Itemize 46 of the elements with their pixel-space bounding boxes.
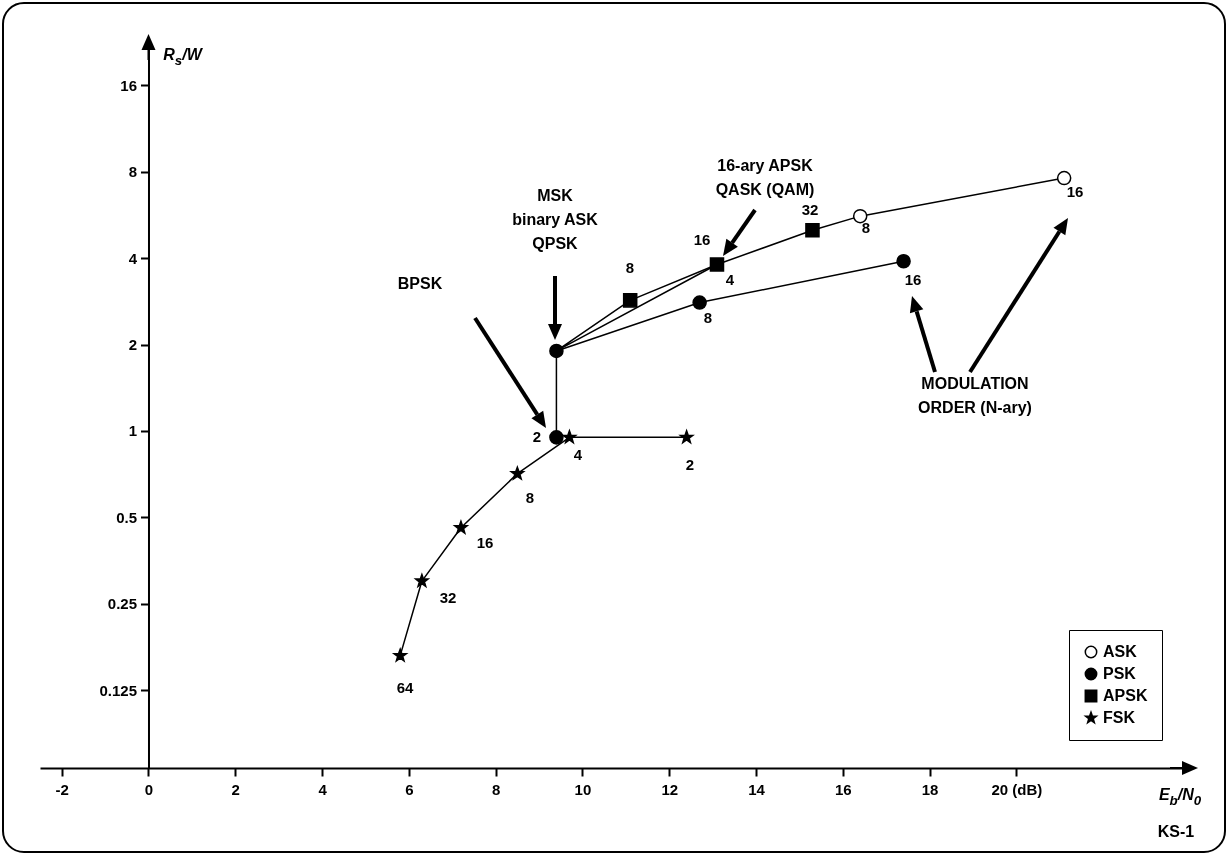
x-tick-label: 12	[661, 780, 679, 798]
y-tick-label: 8	[128, 163, 137, 181]
annotation: 8	[525, 488, 535, 508]
annotation: 8	[625, 258, 635, 278]
x-tick-label: 20 (dB)	[991, 780, 1043, 798]
annotation: MODULATION ORDER (N-ary)	[918, 374, 1032, 418]
text: KS-1	[1157, 822, 1195, 842]
y-tick-label: 4	[128, 249, 138, 267]
x-tick-label: 16	[834, 780, 852, 798]
annotation: 2	[685, 455, 695, 475]
x-tick-label: 14	[748, 780, 766, 798]
x-tick-label: -2	[55, 780, 69, 798]
x-tick-label: 8	[491, 780, 501, 798]
y-tick-label: 0.5	[116, 508, 137, 526]
legend-label: PSK	[1103, 665, 1137, 682]
y-tick-label: 16	[120, 76, 137, 94]
annotation: 32	[439, 588, 457, 608]
annotation: 16-ary APSK QASK (QAM)	[715, 156, 815, 200]
y-tick-label: 1	[128, 422, 137, 440]
x-tick-label: 6	[405, 780, 414, 798]
y-tick-label: 0.25	[107, 595, 137, 613]
legend-label: FSK	[1103, 709, 1136, 726]
annotation: 16	[904, 270, 922, 290]
x-tick-label: 2	[231, 780, 240, 798]
y-tick-label: 0.125	[99, 681, 137, 699]
annotation: 32	[801, 200, 819, 220]
x-tick-label: 4	[318, 780, 328, 798]
annotation: BPSK	[397, 274, 443, 294]
annotation: MSK binary ASK QPSK	[512, 186, 598, 254]
legend-label: APSK	[1103, 687, 1148, 704]
annotation: 16	[476, 533, 494, 553]
x-tick-label: 18	[921, 780, 939, 798]
annotation: 8	[703, 308, 713, 328]
annotation: 16	[693, 230, 711, 250]
y-axis-title: R$_{s}$/W	[163, 45, 202, 70]
x-tick-label: 0	[144, 780, 154, 798]
x-axis-title: E$_{b}$/N$_{0}$	[1158, 785, 1202, 810]
annotation: 4	[725, 270, 735, 290]
annotation: 64	[396, 678, 414, 698]
annotation: 8	[861, 218, 871, 238]
y-tick-label: 2	[128, 336, 137, 354]
annotation: 2	[532, 427, 542, 447]
legend-label: ASK	[1103, 643, 1138, 660]
annotation: 4	[573, 445, 583, 465]
annotation: 16	[1066, 182, 1084, 202]
x-tick-label: 10	[574, 780, 592, 798]
